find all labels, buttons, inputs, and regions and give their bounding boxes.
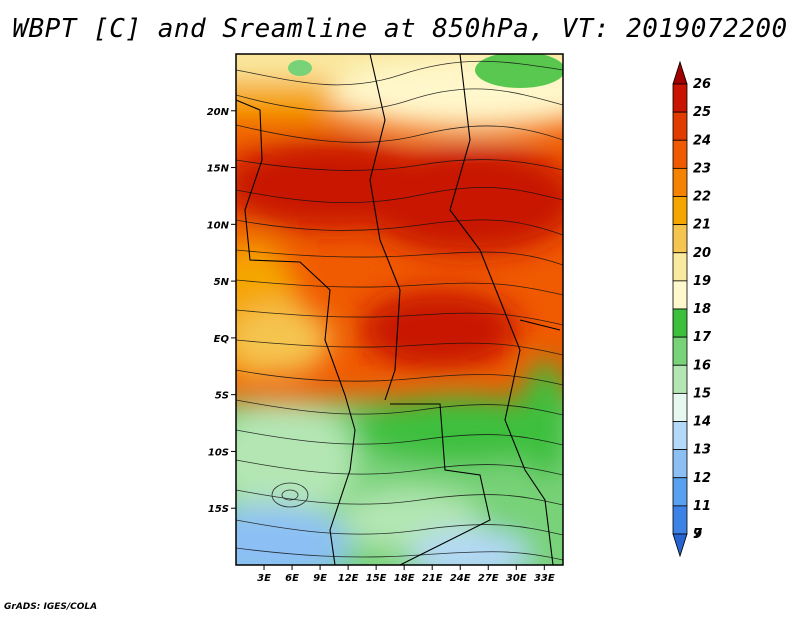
lon-tick-label: 12E	[338, 573, 359, 584]
lat-tick-label: 15N	[207, 164, 230, 175]
colorbar-swatch	[672, 421, 688, 451]
lat-tick-label: 10S	[208, 447, 229, 458]
colorbar-top-arrow	[672, 60, 688, 85]
colorbar-label: 21	[693, 218, 711, 233]
boundaries	[236, 54, 561, 565]
lat-tick-label: 15S	[208, 504, 229, 515]
colorbar-label: 9	[693, 527, 702, 542]
colorbar-label: 12	[693, 471, 711, 486]
colorbar-swatch	[672, 364, 688, 394]
lon-tick-label: 33E	[534, 573, 555, 584]
lon-tick-label: 15E	[366, 573, 387, 584]
lat-tick-label: 20N	[207, 107, 230, 118]
colorbar-swatch	[672, 477, 688, 507]
map-frame	[235, 53, 564, 566]
colorbar-swatch	[672, 196, 688, 226]
lon-tick-label: 30E	[506, 573, 527, 584]
colorbar-swatch	[672, 167, 688, 197]
colorbar-swatch	[672, 336, 688, 366]
lon-tick-label: 9E	[313, 573, 327, 584]
colorbar-swatch	[672, 392, 688, 422]
colorbar-label: 17	[693, 330, 712, 345]
lon-tick-label: 3E	[257, 573, 271, 584]
colorbar-label: 7	[693, 527, 703, 542]
colorbar-label: 19	[693, 274, 711, 289]
colorbar-swatch	[672, 252, 688, 282]
streamlines	[236, 60, 563, 561]
lon-tick-label: 27E	[478, 573, 499, 584]
colorbar-label: 26	[693, 77, 711, 92]
colorbar-label: 20	[693, 246, 711, 261]
lat-axis: 20N 15N 10N 5N EQ 5S 10S 15S	[207, 107, 236, 515]
wbpt-fill	[236, 54, 563, 565]
colorbar-swatch	[672, 308, 688, 338]
lon-tick-label: 21E	[422, 573, 443, 584]
colorbar-swatch	[672, 280, 688, 310]
lon-tick-label: 24E	[450, 573, 471, 584]
lon-tick-label: 6E	[285, 573, 299, 584]
lat-tick-label: 5N	[214, 277, 230, 288]
colorbar-label: 11	[693, 499, 711, 514]
colorbar-bottom-arrow	[672, 533, 688, 558]
lat-tick-label: 5S	[215, 391, 229, 402]
credit-text: GrADS: IGES/COLA	[4, 602, 98, 612]
colorbar-label: 18	[693, 302, 711, 317]
colorbar-label: 24	[693, 133, 711, 148]
colorbar-label: 23	[693, 161, 711, 176]
colorbar-swatch	[672, 83, 688, 113]
colorbar-swatch	[672, 139, 688, 169]
colorbar-swatch	[672, 111, 688, 141]
colorbar-label: 14	[693, 415, 711, 430]
lon-axis: 3E 6E 9E 12E 15E 18E 21E 24E 27E 30E 33E	[257, 565, 555, 584]
colorbar-label: 22	[693, 190, 711, 205]
colorbar-label: 15	[693, 386, 711, 401]
lat-tick-label: 10N	[207, 220, 230, 231]
colorbar-label: 13	[693, 443, 711, 458]
colorbar-swatch	[672, 505, 688, 535]
colorbar-swatch	[672, 224, 688, 254]
colorbar-label: 25	[693, 105, 711, 120]
lat-tick-label: EQ	[214, 334, 230, 345]
lon-tick-label: 18E	[394, 573, 415, 584]
colorbar-label: 16	[693, 358, 711, 373]
chart-title: WBPT [C] and Sreamline at 850hPa, VT: 20…	[12, 14, 788, 44]
colorbar: 26 25 24 23 22 21 20 19 18 17 16 15 14 13 12 11 97	[672, 60, 712, 558]
colorbar-swatch	[672, 449, 688, 479]
